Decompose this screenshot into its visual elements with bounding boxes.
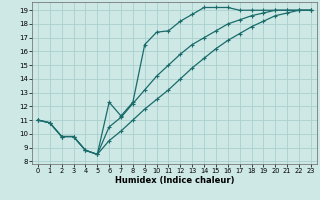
X-axis label: Humidex (Indice chaleur): Humidex (Indice chaleur) — [115, 176, 234, 185]
